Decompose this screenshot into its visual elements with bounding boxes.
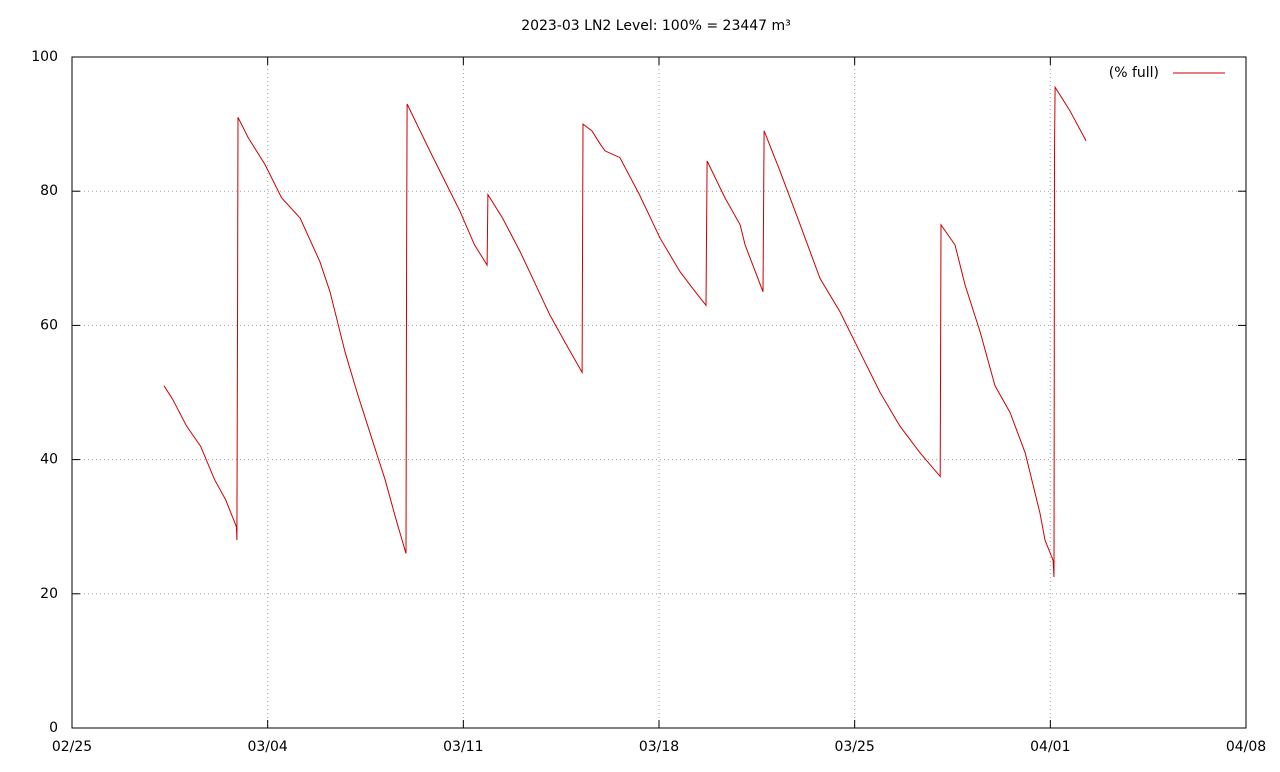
y-tick-label: 20 — [40, 586, 58, 602]
x-tick-label: 02/25 — [52, 739, 92, 755]
y-tick-label: 80 — [40, 183, 58, 199]
x-tick-label: 03/25 — [834, 739, 874, 755]
x-tick-label: 04/08 — [1226, 739, 1266, 755]
y-tick-label: 0 — [49, 720, 58, 736]
legend-label: (% full) — [1109, 65, 1159, 81]
x-tick-label: 03/18 — [639, 739, 679, 755]
y-tick-label: 60 — [40, 317, 58, 333]
x-tick-label: 04/01 — [1030, 739, 1070, 755]
y-tick-label: 100 — [31, 49, 58, 65]
x-tick-label: 03/11 — [443, 739, 483, 755]
y-tick-label: 40 — [40, 452, 58, 468]
chart-title: 2023-03 LN2 Level: 100% = 23447 m³ — [521, 18, 791, 34]
data-line — [163, 85, 1087, 578]
x-tick-label: 03/04 — [247, 739, 287, 755]
